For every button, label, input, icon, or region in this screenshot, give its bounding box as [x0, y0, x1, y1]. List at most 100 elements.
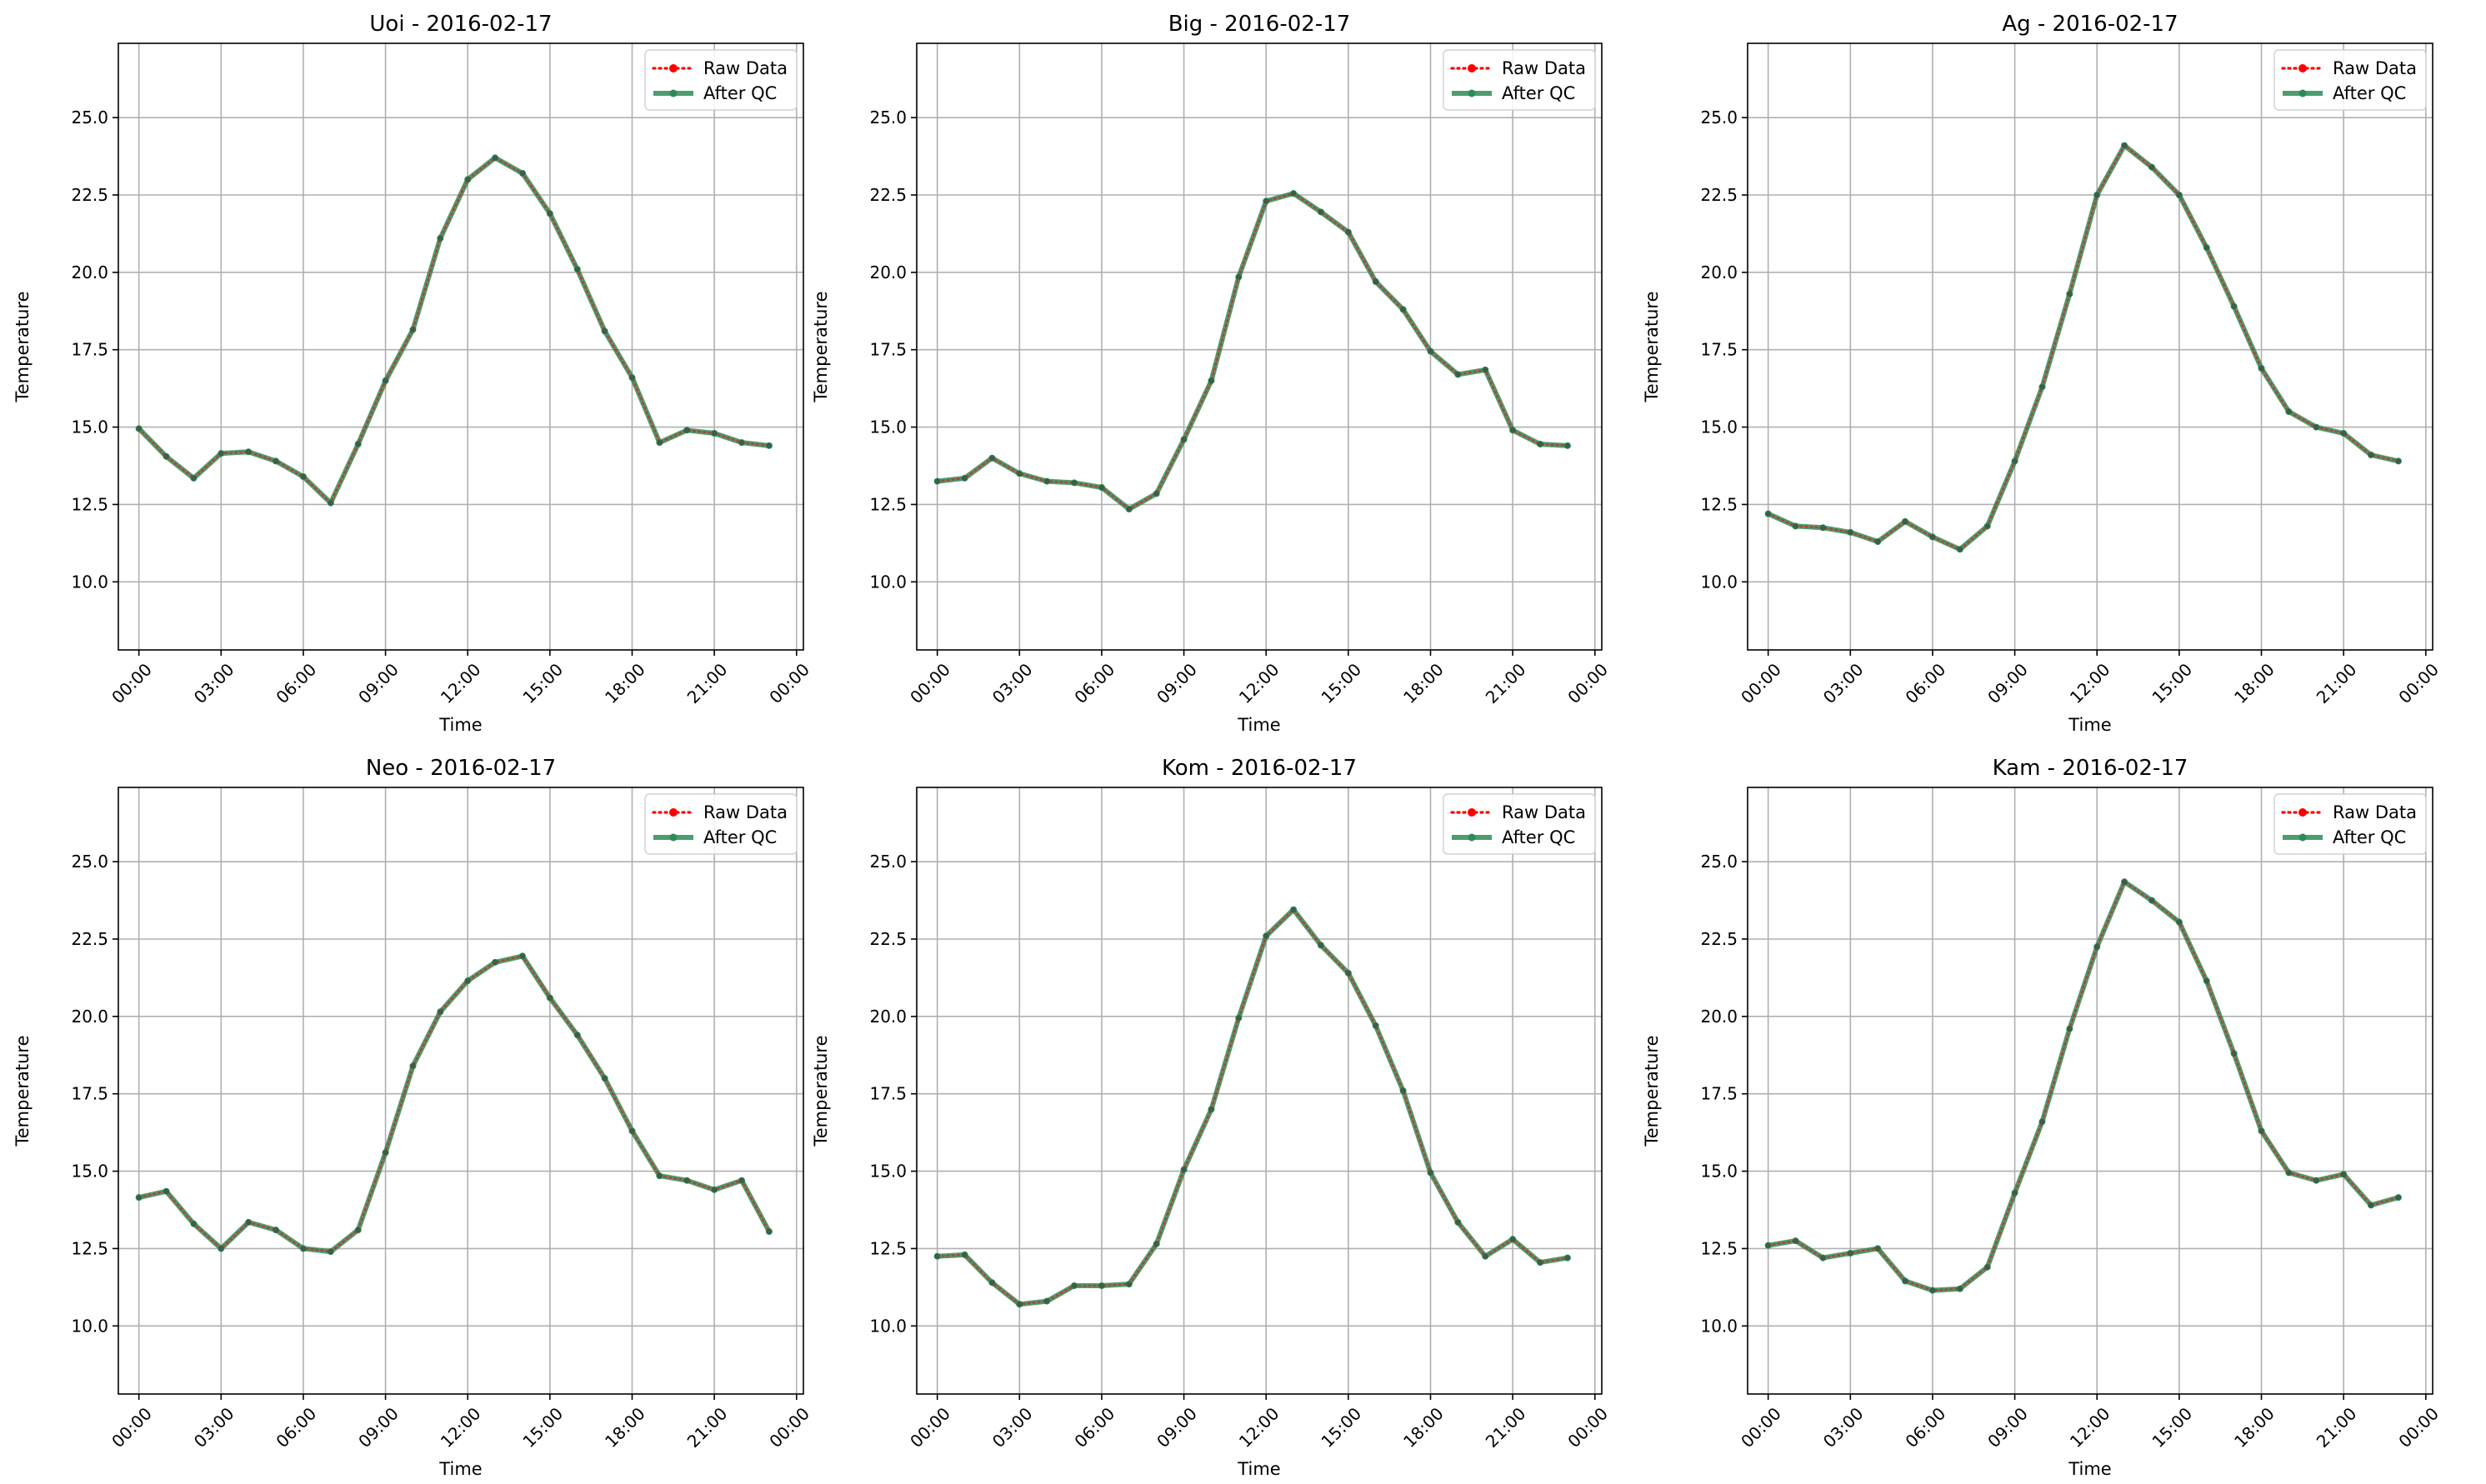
data-point-raw-data [2012, 1190, 2018, 1196]
data-point-raw-data [191, 1221, 197, 1227]
data-point-raw-data [1455, 372, 1461, 377]
data-point-raw-data [410, 1063, 416, 1069]
legend: Raw Data After QC [644, 49, 798, 111]
x-tick-label: 00:00 [108, 1403, 156, 1452]
data-point-raw-data [1318, 209, 1324, 215]
y-tick-label: 15.0 [71, 1162, 108, 1182]
data-point-raw-data [2203, 977, 2209, 984]
y-axis-label: Temperature [1642, 1035, 1662, 1147]
grid [1748, 787, 2433, 1394]
data-point-raw-data [355, 441, 361, 447]
data-point-raw-data [1263, 933, 1269, 939]
chart-title: Big - 2016-02-17 [1168, 12, 1351, 37]
data-point-raw-data [2067, 1026, 2073, 1032]
x-tick-label: 06:00 [1901, 1403, 1949, 1452]
legend-marker-after-qc [1468, 89, 1476, 97]
legend-label-raw-data: Raw Data [1502, 802, 1586, 822]
legend-marker-after-qc [1468, 833, 1476, 842]
x-tick-label: 18:00 [2230, 1403, 2278, 1452]
data-point-raw-data [684, 1177, 690, 1183]
data-point-raw-data [1071, 480, 1078, 486]
x-tick-label: 18:00 [601, 1403, 649, 1452]
y-tick-label: 12.5 [1700, 1238, 1738, 1258]
data-point-raw-data [2094, 944, 2100, 950]
chart-title: Uoi - 2016-02-17 [369, 12, 552, 37]
x-tick-label: 00:00 [1563, 659, 1612, 707]
x-axis-label: Time [438, 1459, 482, 1479]
data-point-raw-data [602, 1075, 608, 1082]
data-point-raw-data [492, 155, 498, 161]
x-tick-label: 12:00 [2066, 1403, 2114, 1452]
x-tick-label: 09:00 [1153, 659, 1201, 707]
data-point-raw-data [492, 959, 498, 966]
x-tick-label: 06:00 [1070, 659, 1118, 707]
x-tick-label: 00:00 [1563, 1403, 1612, 1452]
data-point-raw-data [657, 1172, 663, 1179]
data-point-raw-data [2148, 164, 2155, 170]
x-tick-label: 03:00 [988, 1403, 1037, 1452]
data-point-raw-data [1098, 484, 1105, 491]
x-tick-label: 00:00 [1737, 1403, 1785, 1452]
legend-label-after-qc: After QC [2333, 83, 2406, 103]
y-tick-label: 17.5 [71, 340, 108, 360]
data-point-raw-data [1902, 518, 1908, 525]
x-axis-label: Time [438, 715, 482, 735]
data-point-raw-data [1820, 525, 1826, 531]
x-tick-label: 21:00 [1482, 1403, 1530, 1452]
data-point-raw-data [2368, 452, 2374, 458]
x-tick-label: 06:00 [1901, 659, 1949, 707]
data-point-raw-data [574, 1032, 580, 1038]
data-point-raw-data [1153, 1241, 1159, 1247]
x-tick-label: 12:00 [437, 1403, 485, 1452]
y-tick-label: 25.0 [1700, 852, 1738, 872]
data-point-raw-data [1957, 1286, 1963, 1292]
x-tick-label: 18:00 [1399, 659, 1448, 707]
x-tick-label: 03:00 [1819, 1403, 1868, 1452]
data-point-raw-data [1984, 523, 1990, 529]
data-point-raw-data [574, 266, 580, 272]
legend-marker-raw-data [1468, 64, 1476, 72]
y-tick-label: 25.0 [71, 107, 108, 127]
series-after-qc [135, 952, 773, 1256]
y-tick-label: 10.0 [869, 1316, 907, 1336]
data-point-raw-data [1263, 198, 1269, 204]
y-tick-label: 12.5 [71, 494, 108, 514]
series-raw-data [1765, 142, 2402, 552]
x-axis-label: Time [2068, 715, 2111, 735]
subplot-4: 00:00 03:00 06:00 09:00 12:00 15:00 18:00 21:00… [13, 756, 813, 1479]
series-raw-data [136, 155, 773, 506]
data-point-raw-data [629, 1128, 635, 1134]
y-tick-label: 10.0 [869, 572, 907, 592]
data-point-raw-data [1290, 190, 1297, 197]
data-point-raw-data [989, 1280, 995, 1286]
series-after-qc [1764, 142, 2402, 553]
axes-frame [916, 787, 1603, 1395]
x-tick-label: 03:00 [190, 1403, 238, 1452]
data-point-raw-data [989, 455, 995, 461]
data-point-raw-data [1428, 348, 1433, 354]
legend-label-raw-data: Raw Data [2333, 58, 2417, 78]
legend-marker-raw-data [669, 64, 678, 72]
x-tick-label: 15:00 [2148, 659, 2196, 707]
x-tick-label: 21:00 [683, 1403, 732, 1452]
x-tick-label: 09:00 [1983, 659, 2032, 707]
data-point-raw-data [1181, 437, 1187, 442]
x-tick-label: 09:00 [354, 659, 403, 707]
data-point-raw-data [1874, 1246, 1881, 1252]
y-tick-label: 22.5 [1700, 929, 1738, 949]
y-tick-label: 12.5 [869, 494, 907, 514]
data-point-raw-data [1765, 1242, 1771, 1248]
x-tick-label: 12:00 [1235, 1403, 1283, 1452]
data-point-raw-data [163, 1188, 169, 1194]
y-tick-label: 15.0 [1700, 1162, 1738, 1182]
data-point-raw-data [2258, 1128, 2264, 1134]
x-tick-label: 03:00 [1819, 659, 1868, 707]
data-point-raw-data [1345, 970, 1352, 977]
legend: Raw Data After QC [2273, 49, 2427, 111]
data-point-raw-data [383, 377, 388, 384]
data-point-raw-data [245, 1219, 252, 1226]
data-point-raw-data [2039, 384, 2045, 390]
data-point-raw-data [1820, 1255, 1826, 1261]
data-point-raw-data [547, 995, 553, 1001]
data-point-raw-data [1236, 1015, 1242, 1021]
